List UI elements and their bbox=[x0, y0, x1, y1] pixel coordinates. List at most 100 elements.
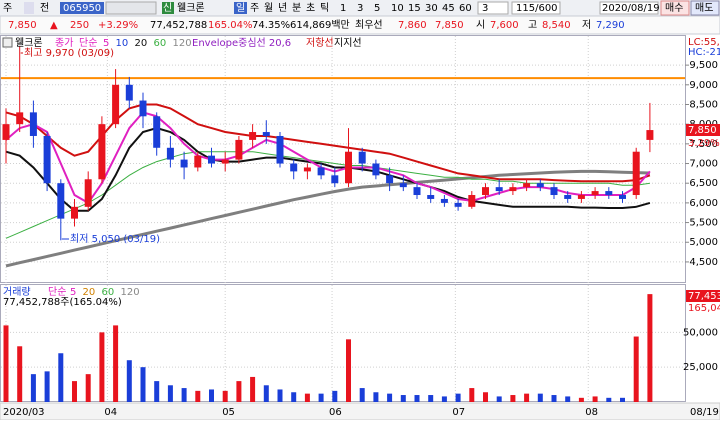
volume-bar bbox=[565, 396, 571, 402]
candle-body bbox=[2, 124, 10, 140]
x-tick-label: 08 bbox=[585, 407, 598, 418]
open: 7,600 bbox=[490, 20, 519, 31]
legend-ma: 단순 bbox=[79, 37, 97, 49]
candle-body bbox=[208, 155, 215, 164]
period-button[interactable]: 년 bbox=[278, 2, 287, 14]
candle-body bbox=[98, 124, 106, 180]
volume-bar bbox=[606, 397, 612, 402]
candle-body bbox=[29, 112, 37, 136]
turnover: 74.35% bbox=[252, 20, 290, 31]
candle-body bbox=[564, 195, 572, 199]
legend-support: 지지선 bbox=[334, 37, 362, 49]
candle-body bbox=[57, 183, 65, 219]
bid: 7,850 bbox=[435, 20, 464, 31]
rate: +3.29% bbox=[98, 20, 138, 31]
arrow: ▲ bbox=[50, 20, 58, 31]
volume-bar bbox=[346, 339, 351, 402]
last-volume-box bbox=[686, 290, 720, 302]
volume-bar bbox=[85, 374, 91, 402]
minute-button[interactable]: 15 bbox=[408, 3, 421, 14]
period-button[interactable]: 틱 bbox=[320, 2, 329, 14]
minute-button[interactable]: 10 bbox=[391, 3, 404, 14]
volume-bar bbox=[387, 393, 393, 402]
last-volume: 77,453 bbox=[688, 291, 720, 302]
minute-button[interactable]: 5 bbox=[374, 3, 380, 14]
candle-body bbox=[331, 175, 339, 184]
candle-body bbox=[550, 187, 558, 196]
lc-label: LC:55,4 bbox=[688, 37, 720, 48]
sell-button[interactable] bbox=[690, 0, 720, 16]
minute-button[interactable]: 30 bbox=[425, 3, 438, 14]
period-button[interactable]: 주 bbox=[250, 3, 259, 14]
period-button[interactable]: 일 bbox=[236, 2, 245, 14]
candle-body bbox=[16, 112, 24, 125]
range[interactable]: 115/600 bbox=[516, 3, 558, 14]
stock-name: 웰크론 bbox=[177, 2, 205, 14]
ask: 7,860 bbox=[398, 20, 427, 31]
date-box[interactable] bbox=[599, 1, 659, 15]
legend-envelope: Envelope중심선 20,6 bbox=[192, 37, 291, 49]
volume-total: 77,452,788주(165.04%) bbox=[3, 297, 122, 308]
y-tick-label: 5,500 bbox=[689, 218, 718, 229]
volume-bar bbox=[58, 353, 64, 402]
buy-button[interactable] bbox=[660, 0, 690, 16]
legend-icon[interactable] bbox=[2, 37, 13, 48]
candle-body bbox=[427, 195, 435, 199]
high-label: 고 bbox=[528, 20, 537, 31]
sell[interactable]: 매도 bbox=[695, 2, 713, 14]
volume-bar bbox=[140, 367, 146, 402]
minute-button[interactable]: 60 bbox=[459, 3, 472, 14]
period-button[interactable]: 월 bbox=[264, 2, 273, 14]
legend-resistance: 저항선 bbox=[306, 37, 334, 49]
minute-button[interactable]: 3 bbox=[357, 3, 363, 14]
volume-bar bbox=[428, 395, 434, 402]
volume-bar bbox=[17, 346, 23, 402]
candle-body bbox=[112, 84, 120, 125]
volume-bar bbox=[455, 393, 461, 402]
count[interactable]: 3 bbox=[482, 3, 488, 14]
y-tick-label: 9,000 bbox=[689, 80, 718, 91]
buy[interactable]: 매수 bbox=[665, 2, 683, 14]
volume-legend-period: 60 bbox=[102, 287, 115, 298]
candle-body bbox=[482, 187, 489, 196]
candle-body bbox=[317, 167, 325, 176]
range-box[interactable] bbox=[511, 1, 561, 15]
open-label: 시 bbox=[476, 19, 485, 31]
volume-legend-ma: 단순 bbox=[48, 286, 66, 298]
volume-bar bbox=[647, 294, 653, 402]
ma-line bbox=[5, 151, 650, 239]
candle-body bbox=[399, 183, 407, 188]
candle-body bbox=[290, 163, 298, 172]
dropdown[interactable] bbox=[24, 2, 34, 14]
volume-bar bbox=[263, 385, 269, 402]
period-selected bbox=[234, 2, 247, 14]
prev[interactable]: 전 bbox=[40, 2, 49, 14]
candle-body bbox=[358, 151, 366, 164]
high-annotation: 최고 9,970 (03/09) bbox=[24, 47, 114, 59]
change: 250 bbox=[70, 20, 89, 31]
volume-bar bbox=[551, 395, 557, 402]
search-buttons[interactable] bbox=[105, 1, 157, 15]
legend-price: 종가 bbox=[55, 37, 73, 49]
volume-bar bbox=[373, 392, 379, 402]
candle-body bbox=[276, 135, 284, 164]
low: 7,290 bbox=[596, 20, 625, 31]
period-button[interactable]: 초 bbox=[306, 2, 315, 14]
candle-body bbox=[43, 135, 51, 184]
volume-bar bbox=[524, 393, 530, 402]
volume-bar bbox=[126, 360, 132, 402]
period-button[interactable]: 분 bbox=[292, 2, 301, 14]
volume-legend-period: 20 bbox=[83, 287, 96, 298]
code-input[interactable] bbox=[60, 2, 104, 14]
candle-body bbox=[386, 175, 394, 184]
minute-button[interactable]: 45 bbox=[442, 3, 455, 14]
y-tick-label: 5,000 bbox=[689, 237, 718, 248]
x-tick-label: 04 bbox=[104, 407, 117, 418]
volume-legend-period: 120 bbox=[121, 287, 140, 298]
date[interactable]: 2020/08/19 bbox=[602, 3, 660, 14]
count-box[interactable] bbox=[477, 1, 509, 15]
candle-body bbox=[221, 159, 229, 164]
market[interactable]: 주 bbox=[3, 3, 12, 14]
minute-button[interactable]: 1 bbox=[340, 3, 346, 14]
